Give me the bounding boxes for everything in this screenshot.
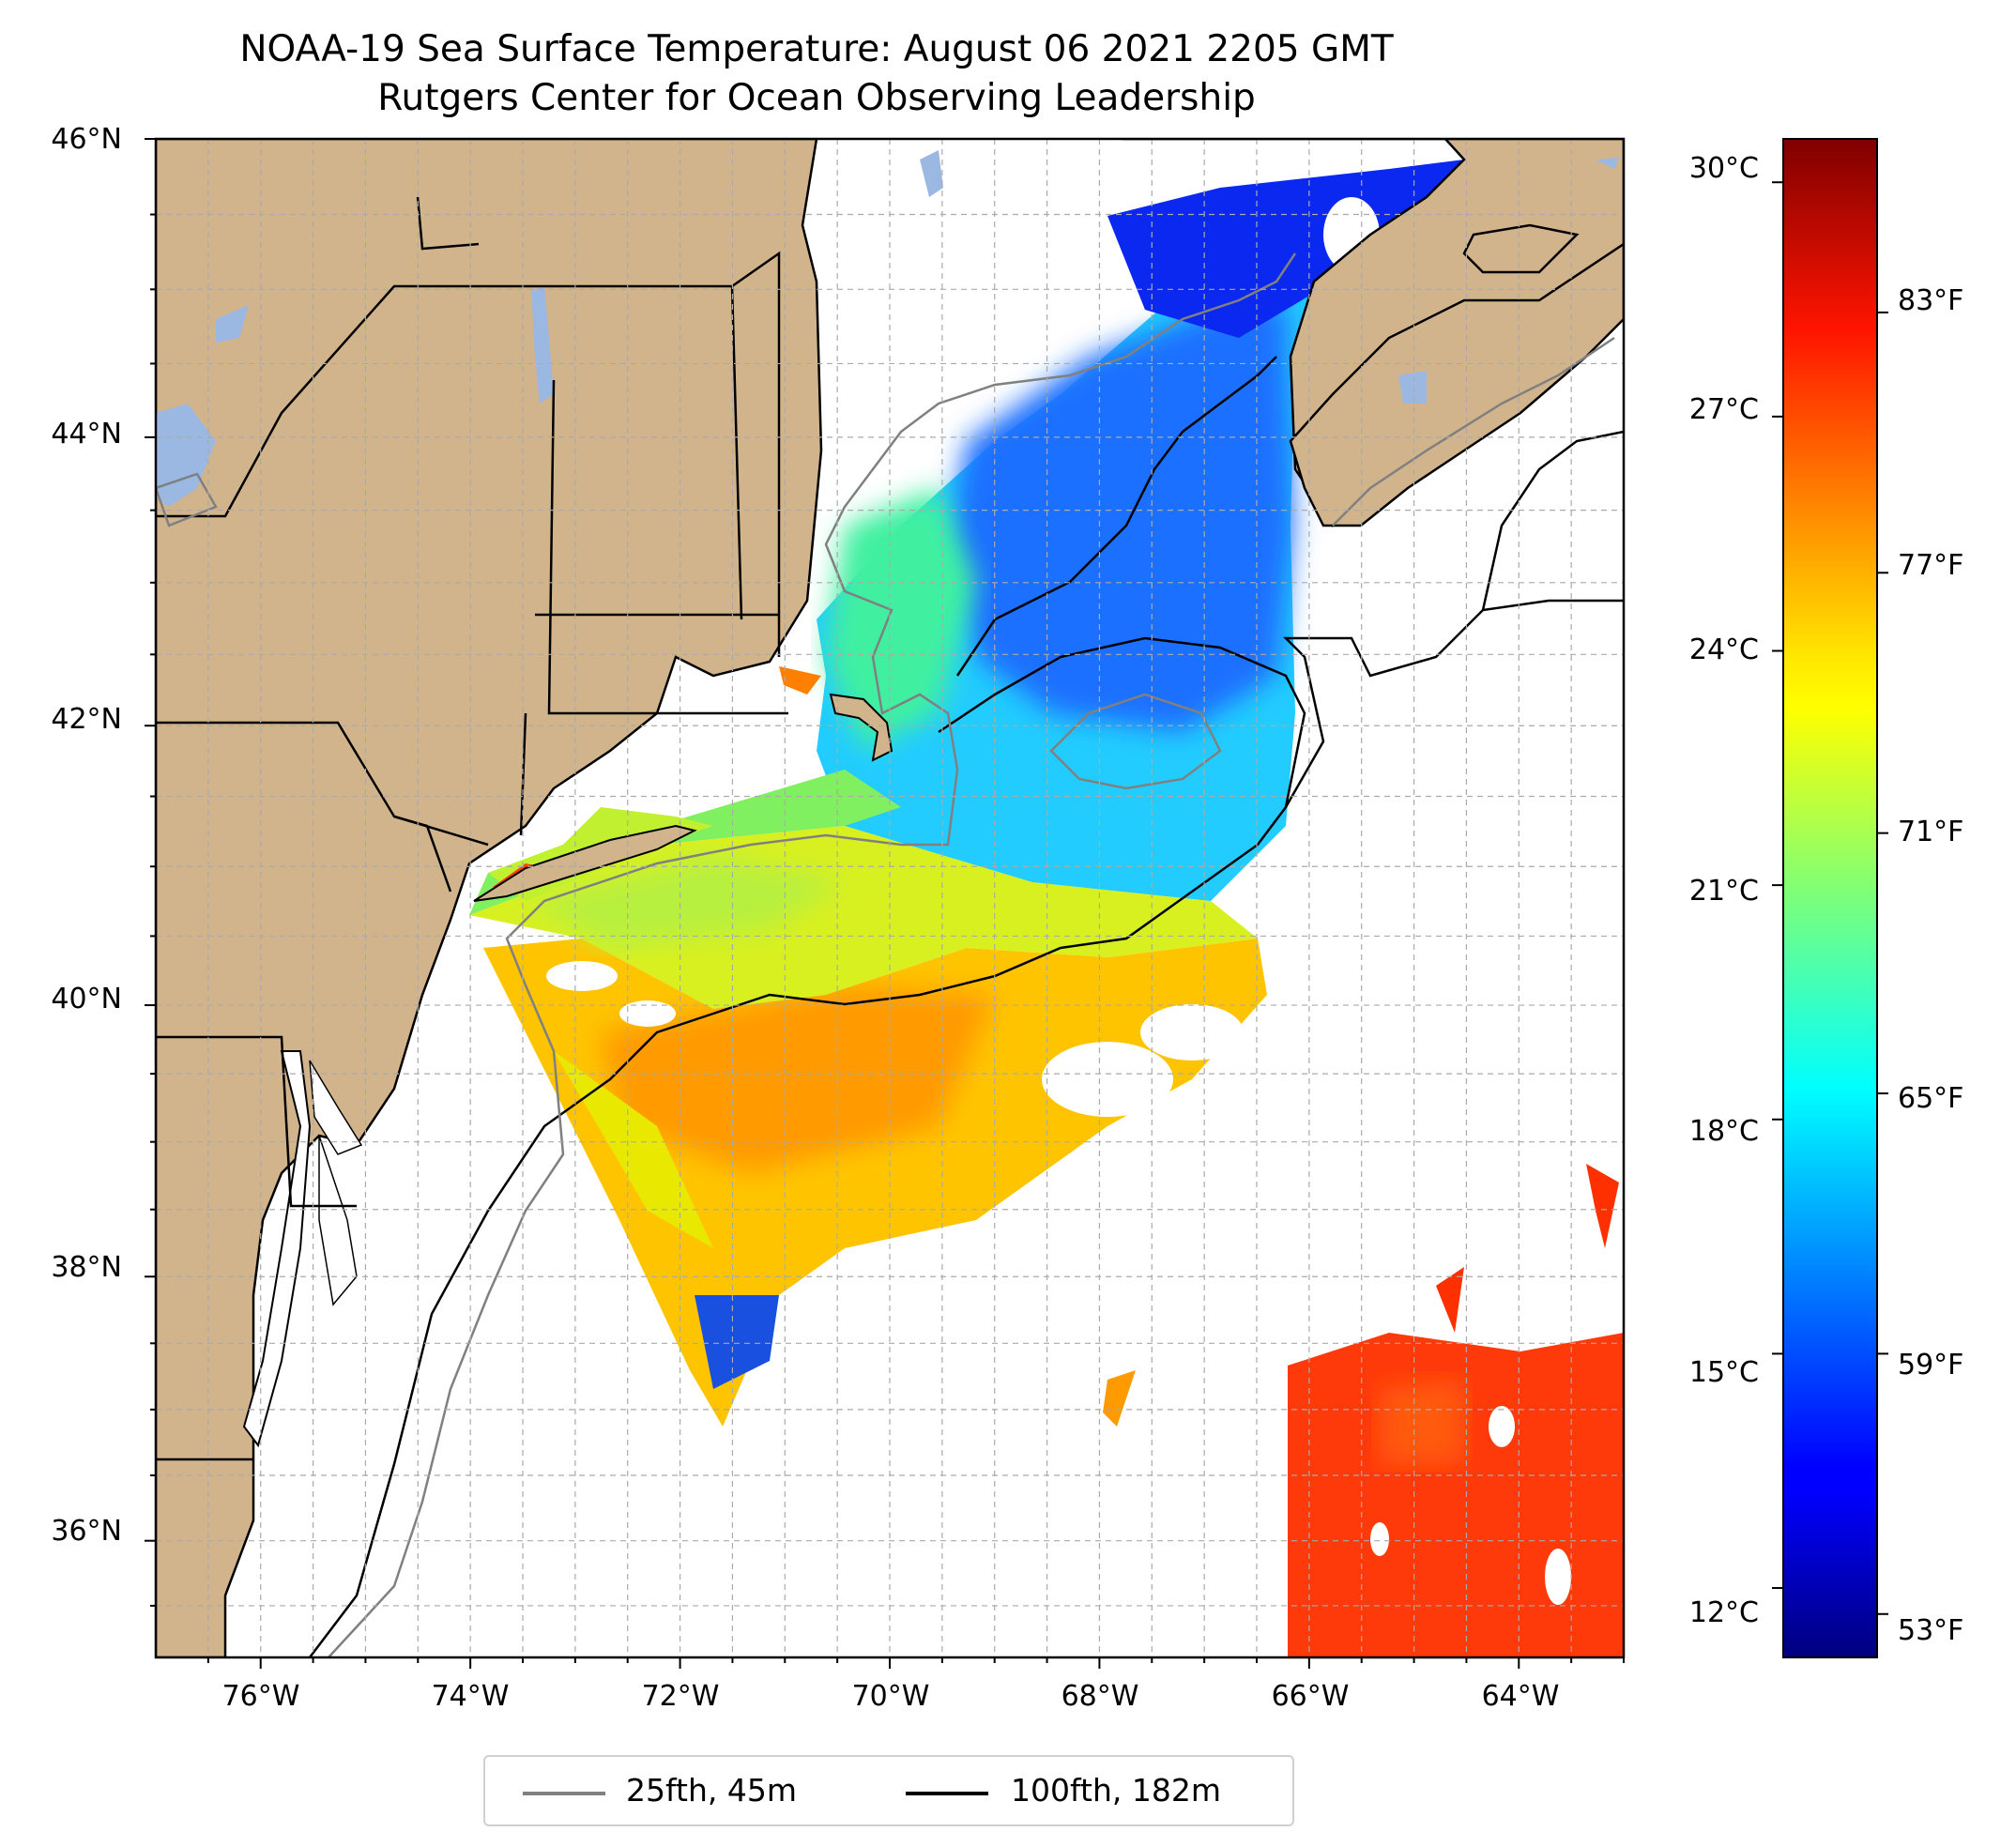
lon-label-70: 70°W [851,1680,930,1713]
lat-label-44: 44°N [51,418,122,450]
colorbar-ticks [1772,181,1888,1615]
cb-label-21c: 21°C [1688,875,1759,908]
cb-label-24c: 24°C [1688,633,1759,666]
contour-100fth [309,223,1624,1657]
lon-label-74: 74°W [431,1680,510,1713]
colorbar [1782,138,1878,1658]
legend-label-25fth: 25fth, 45m [626,1772,797,1809]
chart-subtitle: Rutgers Center for Ocean Observing Leade… [377,77,1256,119]
chart-title: NOAA-19 Sea Surface Temperature: August … [239,28,1394,70]
lat-label-42: 42°N [51,703,122,736]
cb-label-65f: 65°F [1898,1082,1964,1115]
lon-label-72: 72°W [641,1680,720,1713]
cb-label-77f: 77°F [1898,549,1964,582]
lon-label-66: 66°W [1271,1680,1350,1713]
lat-label-46: 46°N [51,123,122,156]
lon-label-64: 64°W [1481,1680,1560,1713]
lat-label-40: 40°N [51,983,122,1015]
cb-label-83f: 83°F [1898,284,1964,317]
cb-label-59f: 59°F [1898,1349,1964,1381]
cb-label-12c: 12°C [1688,1596,1759,1629]
cb-label-18c: 18°C [1688,1115,1759,1148]
contour-25fth [156,252,1615,1657]
legend-line-100fth [906,1792,988,1795]
lat-label-36: 36°N [51,1515,122,1548]
sst-data-layer [197,160,1624,1657]
legend: 25fth, 45m 100fth, 182m [483,1755,1294,1826]
lat-label-38: 38°N [51,1251,122,1284]
legend-line-25fth [523,1792,605,1795]
cb-label-27c: 27°C [1688,393,1759,426]
legend-label-100fth: 100fth, 182m [1011,1772,1221,1809]
axis-ticks [145,138,1625,1669]
cb-label-30c: 30°C [1688,152,1759,185]
cb-label-53f: 53°F [1898,1614,1964,1647]
lon-label-76: 76°W [221,1680,300,1713]
cb-label-71f: 71°F [1898,816,1964,848]
land-layer [156,139,1624,1657]
cb-label-15c: 15°C [1688,1356,1759,1389]
lon-label-68: 68°W [1061,1680,1139,1713]
gridlines [156,139,1624,1657]
